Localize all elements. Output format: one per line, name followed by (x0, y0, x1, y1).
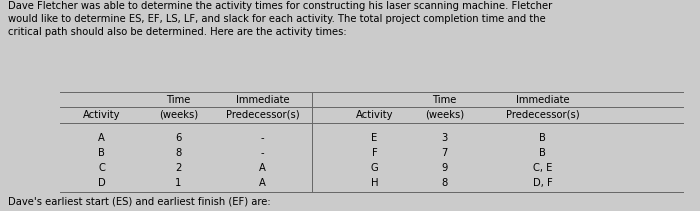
Text: C: C (98, 163, 105, 173)
Text: 3: 3 (442, 133, 447, 143)
Text: G: G (370, 163, 379, 173)
Text: E: E (372, 133, 377, 143)
Text: -: - (260, 133, 265, 143)
Text: A: A (259, 163, 266, 173)
Text: Time: Time (433, 95, 456, 105)
Text: A: A (259, 177, 266, 188)
Text: D, F: D, F (533, 177, 552, 188)
Text: 2: 2 (175, 163, 182, 173)
Text: Dave Fletcher was able to determine the activity times for constructing his lase: Dave Fletcher was able to determine the … (8, 1, 553, 37)
Text: D: D (97, 177, 106, 188)
Text: A: A (98, 133, 105, 143)
Text: 7: 7 (441, 148, 448, 158)
Text: 9: 9 (441, 163, 448, 173)
Text: Time: Time (167, 95, 190, 105)
Text: C, E: C, E (533, 163, 552, 173)
Text: B: B (539, 133, 546, 143)
Text: (weeks): (weeks) (159, 110, 198, 120)
Text: B: B (539, 148, 546, 158)
Text: (weeks): (weeks) (425, 110, 464, 120)
Text: Immediate: Immediate (236, 95, 289, 105)
Text: -: - (260, 148, 265, 158)
Text: 6: 6 (175, 133, 182, 143)
Text: Dave's earliest start (ES) and earliest finish (EF) are:: Dave's earliest start (ES) and earliest … (8, 196, 271, 207)
Text: Activity: Activity (83, 110, 120, 120)
Text: B: B (98, 148, 105, 158)
Text: Activity: Activity (356, 110, 393, 120)
Text: 8: 8 (176, 148, 181, 158)
Text: Predecessor(s): Predecessor(s) (225, 110, 300, 120)
Text: H: H (371, 177, 378, 188)
Text: Predecessor(s): Predecessor(s) (505, 110, 580, 120)
Text: 8: 8 (442, 177, 447, 188)
Text: 1: 1 (175, 177, 182, 188)
Text: F: F (372, 148, 377, 158)
Text: Immediate: Immediate (516, 95, 569, 105)
